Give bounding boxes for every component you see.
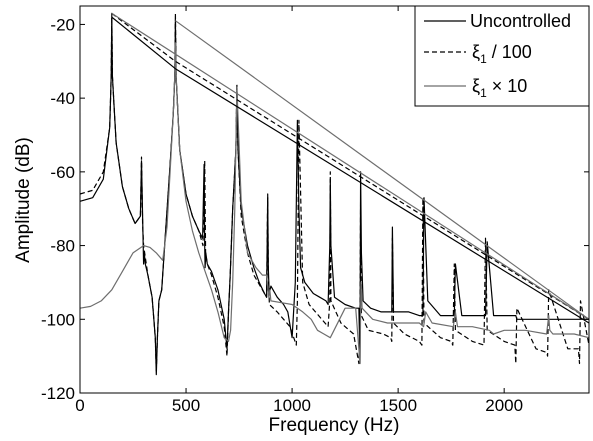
series-envelope-line-0 bbox=[111, 16, 590, 324]
legend-xi-subscript-2: 1 bbox=[480, 86, 487, 100]
y-tick-label: -20 bbox=[50, 15, 75, 34]
series-line-1 bbox=[79, 12, 590, 372]
x-tick-label: 0 bbox=[75, 396, 84, 415]
legend: Uncontrolled ξ1 / 100 ξ1 × 10 bbox=[414, 5, 590, 107]
series-envelope-line-1 bbox=[111, 12, 590, 320]
legend-box bbox=[414, 5, 590, 107]
y-tick-label: -80 bbox=[50, 237, 75, 256]
legend-xi-symbol-1: ξ bbox=[472, 42, 480, 62]
legend-label-xi-times-10: ξ1 × 10 bbox=[472, 76, 527, 100]
x-tick-label: 500 bbox=[172, 396, 200, 415]
series-line-2 bbox=[79, 42, 590, 365]
legend-xi-rest-2: × 10 bbox=[487, 76, 528, 96]
y-tick-label: -60 bbox=[50, 163, 75, 182]
series-layer bbox=[79, 12, 590, 376]
series-envelope-line-3 bbox=[175, 20, 590, 320]
x-tick-label: 1500 bbox=[379, 396, 417, 415]
y-axis-label: Amplitude (dB) bbox=[13, 137, 34, 263]
legend-xi-rest-1: / 100 bbox=[487, 42, 532, 62]
y-tick-label: -100 bbox=[41, 310, 75, 329]
series-envelope-line-2 bbox=[111, 12, 590, 320]
axes-frame bbox=[79, 5, 590, 394]
legend-label-uncontrolled: Uncontrolled bbox=[470, 11, 571, 31]
x-tick-label: 1000 bbox=[273, 396, 311, 415]
x-tick-label: 2000 bbox=[485, 396, 523, 415]
axis-labels-layer: Frequency (Hz) Amplitude (dB) bbox=[13, 137, 399, 436]
y-tick-label: -120 bbox=[41, 384, 75, 403]
y-tick-label: -40 bbox=[50, 89, 75, 108]
legend-xi-symbol-2: ξ bbox=[472, 76, 480, 96]
legend-label-xi-div-100: ξ1 / 100 bbox=[472, 42, 532, 66]
ticks-layer: 0 500 1000 1500 2000 -120 -100 -80 -60 -40 -20 bbox=[41, 6, 589, 415]
x-axis-label: Frequency (Hz) bbox=[269, 415, 400, 436]
legend-xi-subscript-1: 1 bbox=[480, 52, 487, 66]
